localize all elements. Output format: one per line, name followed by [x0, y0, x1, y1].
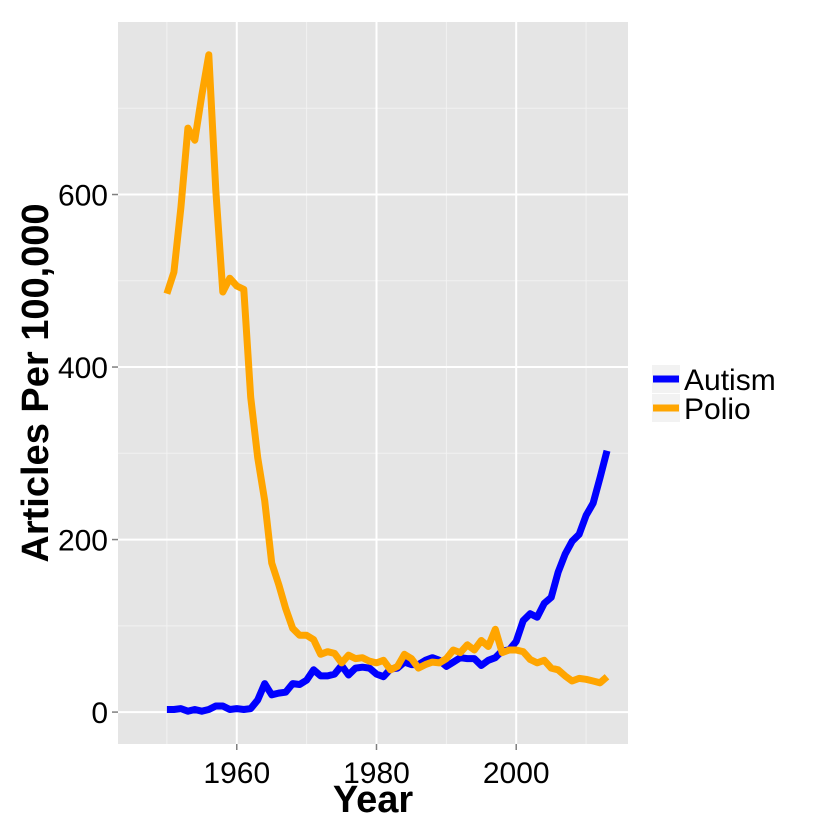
y-tick-label: 0 [91, 697, 108, 730]
y-tick-label: 200 [58, 525, 108, 558]
x-tick-label: 2000 [483, 757, 550, 790]
x-tick-label: 1960 [203, 757, 270, 790]
series-line-autism [166, 449, 611, 715]
series-line-polio [163, 51, 610, 687]
axis-ticks [112, 193, 517, 750]
legend-label-polio: Polio [684, 393, 751, 426]
y-tick-label: 600 [58, 180, 108, 213]
plot-background [118, 22, 628, 744]
y-tick-label: 400 [58, 352, 108, 385]
y-axis-title: Articles Per 100,000 [15, 203, 57, 562]
series-layer [163, 51, 611, 715]
x-axis-title: Year [333, 779, 414, 821]
tick-labels: 1960 1980 2000 0 200 400 600 [58, 180, 550, 790]
legend-label-autism: Autism [684, 364, 776, 397]
x-tick-label: 1980 [343, 757, 410, 790]
major-gridlines [118, 22, 628, 744]
